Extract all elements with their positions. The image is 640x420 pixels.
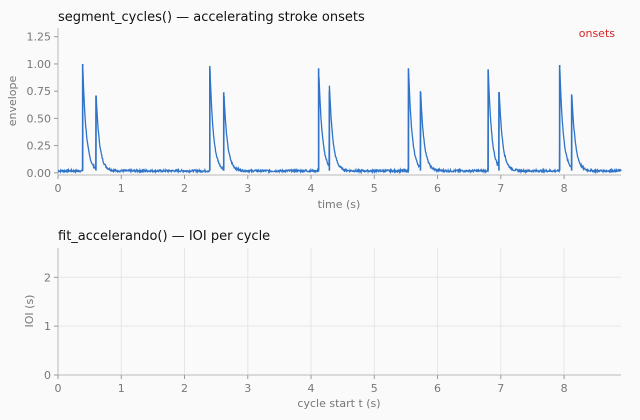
ioi-x-tick-label-5: 5 [371, 382, 378, 395]
envelope-y-tick-label-5: 1.25 [27, 31, 52, 44]
ioi-x-axis-label: cycle start t (s) [297, 397, 380, 410]
envelope-x-tick-label-8: 8 [561, 182, 568, 195]
envelope-y-tick-label-4: 1.00 [27, 58, 52, 71]
envelope-y-tick-label-2: 0.50 [27, 112, 52, 125]
envelope-panel: segment_cycles() — accelerating stroke o… [6, 10, 622, 211]
ioi-panel: fit_accelerando() — IOI per cycle cycle … [23, 229, 621, 410]
envelope-y-tick-label-0: 0.00 [27, 167, 52, 180]
ioi-x-tick-label-8: 8 [561, 382, 568, 395]
onsets-legend-label: onsets [579, 27, 616, 40]
ioi-x-tick-label-3: 3 [244, 382, 251, 395]
envelope-x-tick-label-4: 4 [308, 182, 315, 195]
envelope-x-tick-label-3: 3 [244, 182, 251, 195]
envelope-x-tick-label-6: 6 [434, 182, 441, 195]
envelope-x-tick-label-1: 1 [118, 182, 125, 195]
envelope-x-tick-label-7: 7 [497, 182, 504, 195]
envelope-x-axis-label: time (s) [318, 198, 361, 211]
ioi-x-tick-label-6: 6 [434, 382, 441, 395]
ioi-x-tick-label-1: 1 [118, 382, 125, 395]
ioi-y-axis-label: IOI (s) [23, 295, 36, 328]
envelope-x-tick-label-5: 5 [371, 182, 378, 195]
ioi-y-tick-label-2: 2 [44, 271, 51, 284]
ioi-x-tick-label-4: 4 [308, 382, 315, 395]
ioi-chart-title: fit_accelerando() — IOI per cycle [58, 229, 270, 244]
ioi-x-tick-label-0: 0 [55, 382, 62, 395]
envelope-y-axis-label: envelope [6, 75, 19, 126]
ioi-x-tick-label-2: 2 [181, 382, 188, 395]
envelope-series-line [57, 69, 622, 175]
envelope-x-tick-label-0: 0 [55, 182, 62, 195]
envelope-chart-title: segment_cycles() — accelerating stroke o… [58, 10, 365, 25]
envelope-x-tick-label-2: 2 [181, 182, 188, 195]
envelope-y-tick-label-3: 0.75 [27, 85, 52, 98]
ioi-y-tick-label-1: 1 [44, 320, 51, 333]
envelope-y-tick-label-1: 0.25 [27, 140, 52, 153]
ioi-x-tick-label-7: 7 [497, 382, 504, 395]
ioi-y-tick-label-0: 0 [44, 369, 51, 382]
